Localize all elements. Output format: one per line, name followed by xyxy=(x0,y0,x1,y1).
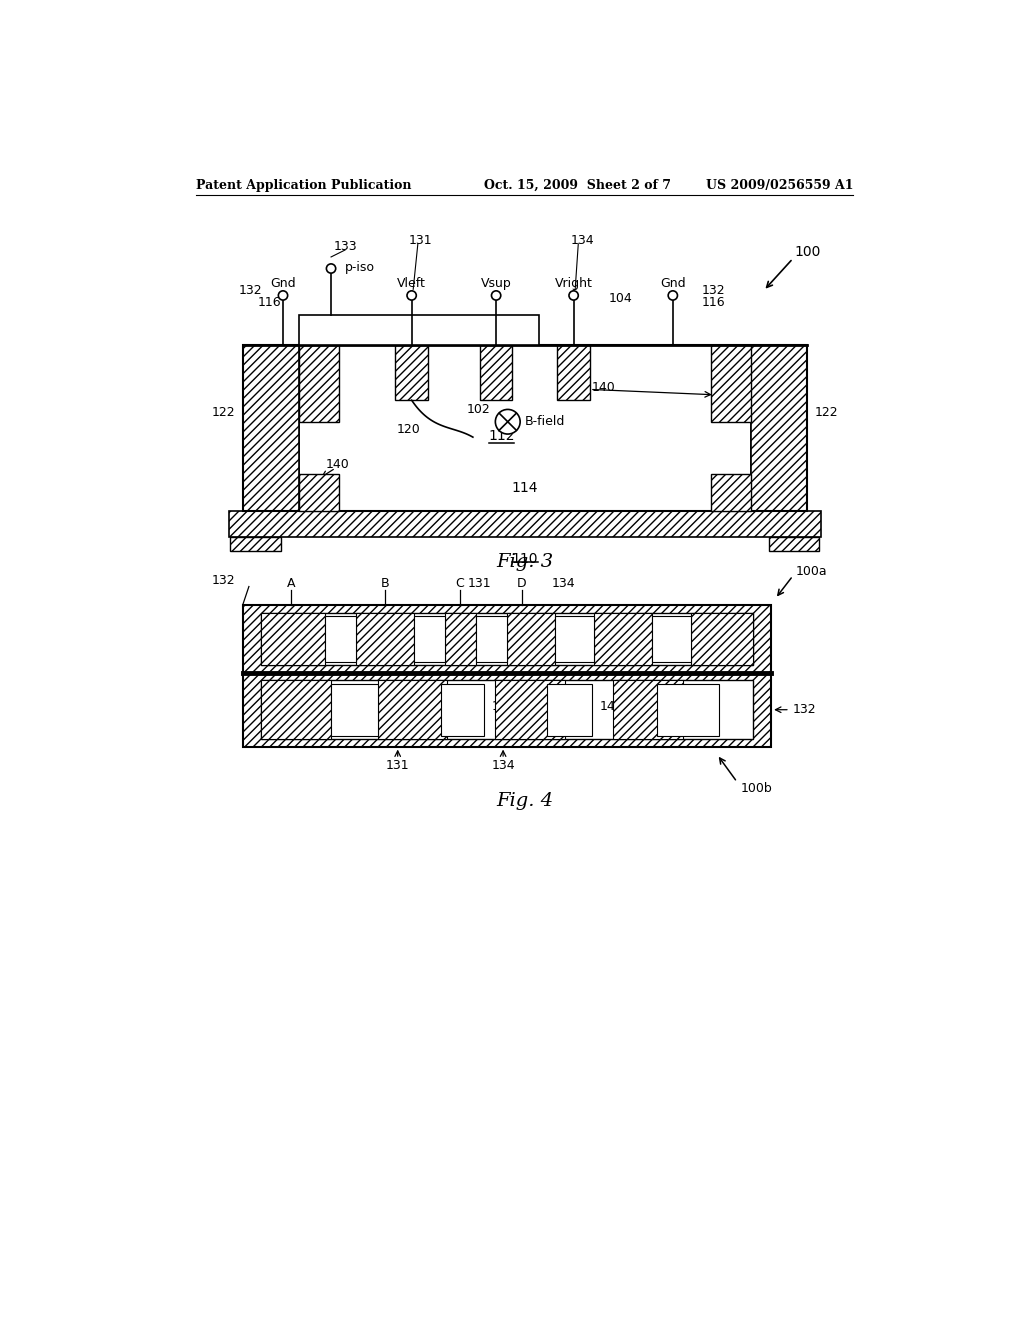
Bar xyxy=(547,684,592,737)
Bar xyxy=(476,615,507,663)
Bar xyxy=(228,511,821,537)
Circle shape xyxy=(492,290,501,300)
Text: 110: 110 xyxy=(512,552,538,566)
Text: Patent Application Publication: Patent Application Publication xyxy=(197,178,412,191)
Text: Vright: Vright xyxy=(555,277,593,289)
Text: Vleft: Vleft xyxy=(397,277,426,289)
Text: 100a: 100a xyxy=(796,565,827,578)
Bar xyxy=(711,474,751,511)
Text: 133: 133 xyxy=(279,632,302,645)
Text: 120: 120 xyxy=(396,422,421,436)
Bar xyxy=(299,315,539,345)
Text: 140: 140 xyxy=(326,458,349,471)
Bar xyxy=(243,345,807,511)
Bar xyxy=(261,612,325,665)
Text: 104: 104 xyxy=(609,292,633,305)
Bar xyxy=(356,612,414,665)
Text: 131: 131 xyxy=(386,759,410,772)
Circle shape xyxy=(327,264,336,273)
Text: 142: 142 xyxy=(600,701,624,713)
Text: 134: 134 xyxy=(571,234,595,247)
Bar xyxy=(395,345,428,400)
Bar xyxy=(230,537,281,552)
Text: 134: 134 xyxy=(552,577,575,590)
Text: 114: 114 xyxy=(512,480,538,495)
Text: Fig. 4: Fig. 4 xyxy=(497,792,553,809)
Text: Vsup: Vsup xyxy=(480,277,512,289)
Bar xyxy=(594,612,652,665)
Bar xyxy=(690,612,753,665)
Bar xyxy=(261,612,753,665)
Bar xyxy=(441,684,483,737)
Bar xyxy=(325,615,356,663)
Text: B: B xyxy=(381,577,389,590)
Text: 140: 140 xyxy=(592,380,615,393)
Text: 102: 102 xyxy=(467,403,490,416)
Text: Gnd: Gnd xyxy=(270,277,296,289)
Text: Oct. 15, 2009  Sheet 2 of 7: Oct. 15, 2009 Sheet 2 of 7 xyxy=(484,178,672,191)
Text: 132: 132 xyxy=(211,574,234,587)
Circle shape xyxy=(569,290,579,300)
Bar xyxy=(751,345,807,511)
Circle shape xyxy=(279,290,288,300)
Bar xyxy=(445,612,476,665)
Bar xyxy=(652,615,690,663)
Text: US 2009/0256559 A1: US 2009/0256559 A1 xyxy=(706,178,853,191)
Text: 132: 132 xyxy=(793,704,816,717)
Text: 142: 142 xyxy=(492,701,515,713)
Bar xyxy=(243,345,299,511)
Text: B-field: B-field xyxy=(524,416,565,428)
Bar xyxy=(299,345,751,511)
Text: C: C xyxy=(456,577,464,590)
Bar xyxy=(331,684,378,737)
Bar xyxy=(769,537,819,552)
Text: p-iso: p-iso xyxy=(345,261,375,275)
Bar xyxy=(656,684,719,737)
Text: 122: 122 xyxy=(815,407,839,418)
Text: 142: 142 xyxy=(282,696,305,709)
Bar xyxy=(299,345,339,422)
Bar xyxy=(378,681,447,739)
Bar xyxy=(243,605,771,747)
Text: A: A xyxy=(287,577,295,590)
Text: 133: 133 xyxy=(282,711,305,725)
Circle shape xyxy=(407,290,417,300)
Text: 133: 133 xyxy=(333,240,356,252)
Bar xyxy=(613,681,683,739)
Text: 132: 132 xyxy=(239,284,262,297)
Text: 100: 100 xyxy=(795,246,821,259)
Text: 142: 142 xyxy=(386,701,410,713)
Text: 100b: 100b xyxy=(740,781,772,795)
Text: D: D xyxy=(517,577,526,590)
Circle shape xyxy=(496,409,520,434)
Text: 134: 134 xyxy=(492,759,515,772)
Text: 112: 112 xyxy=(488,429,515,442)
Text: 116: 116 xyxy=(258,296,282,309)
Bar xyxy=(711,345,751,422)
Bar xyxy=(480,345,512,400)
Text: 131: 131 xyxy=(410,234,433,247)
Bar xyxy=(261,681,753,739)
Bar xyxy=(555,615,594,663)
Text: Fig. 3: Fig. 3 xyxy=(497,553,553,570)
Text: Gnd: Gnd xyxy=(660,277,686,289)
Bar xyxy=(414,615,445,663)
Bar xyxy=(507,612,555,665)
Text: 131: 131 xyxy=(468,577,492,590)
Text: 132: 132 xyxy=(702,284,726,297)
Bar xyxy=(496,681,565,739)
Bar xyxy=(557,345,590,400)
Circle shape xyxy=(669,290,678,300)
Bar xyxy=(299,474,339,511)
Text: 122: 122 xyxy=(211,407,234,418)
Bar xyxy=(261,681,331,739)
Text: 116: 116 xyxy=(701,296,725,309)
